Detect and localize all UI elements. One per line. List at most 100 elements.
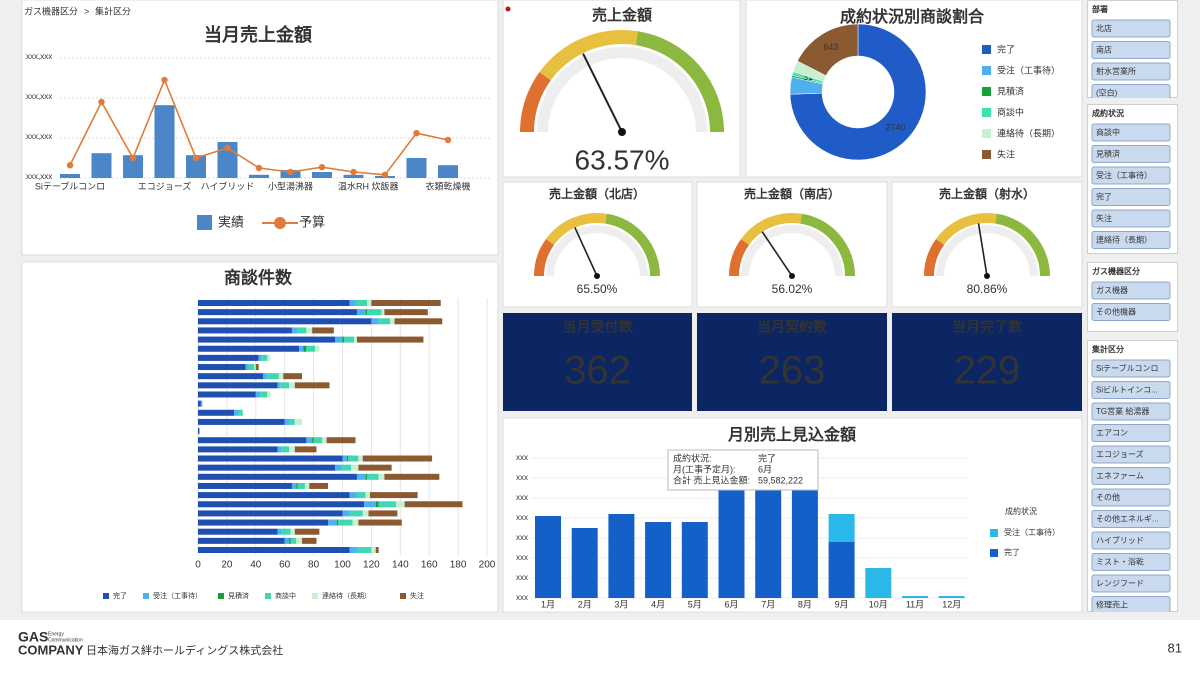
filter-button[interactable] [1091,188,1171,206]
bar-segment [356,473,366,480]
x-tick-label: 9月 [835,599,849,609]
filter-button[interactable] [1091,123,1171,142]
bar-segment [198,537,285,544]
filter-button[interactable] [1091,84,1171,102]
filter-button-label[interactable]: 南店 [1096,45,1112,55]
filter-button[interactable] [1091,596,1171,614]
bar-segment [378,501,396,508]
gauge-band [534,238,555,277]
filter-button[interactable] [1091,231,1171,249]
bar-segment [306,437,313,444]
filter-button[interactable] [1091,510,1171,528]
logo-text: COMPANY [18,642,84,657]
bar-segment [335,464,342,471]
filter-button[interactable] [1091,402,1171,421]
bar-segment [198,373,264,380]
bar-segment [336,519,339,526]
bar-segment [343,336,355,343]
filter-button-label[interactable]: TG営業 給湯器 [1096,406,1149,416]
bar-segment [261,354,268,361]
bar-segment [306,327,313,334]
filter-button[interactable] [1091,488,1171,507]
filter-button[interactable] [1091,445,1171,464]
gauge-inner [536,46,708,133]
filter-button-label[interactable]: 北店 [1096,23,1112,33]
filter-button-label[interactable]: その他エネルギ... [1096,514,1159,524]
legend-swatch [990,549,998,557]
line-point [161,76,168,84]
filter-button-label[interactable]: ミスト・浴乾 [1096,557,1144,567]
filter-button-label[interactable]: 失注 [1096,213,1112,223]
filter-button-label[interactable]: 射水営業所 [1096,66,1136,76]
filter-button-label[interactable]: エネファーム [1096,472,1144,481]
filter-button-label[interactable]: エコジョーズ [1096,449,1144,459]
bar-segment [294,528,320,535]
bar [60,174,80,178]
bar-segment [294,446,317,453]
filter-button-label[interactable]: 商談中 [1096,127,1120,137]
bar-segment [349,300,356,306]
filter-button[interactable] [1091,303,1171,321]
page-number: 81 [1168,640,1182,655]
filter-button[interactable] [1091,574,1171,593]
bar-segment [198,501,365,508]
filter-button[interactable] [1091,281,1171,300]
filter-title: 成約状況 [1092,108,1124,118]
filter-button[interactable] [1091,359,1171,378]
bar-segment [375,547,379,553]
breadcrumb-item[interactable]: ガス機器区分 [24,5,78,16]
x-tick-label: 1月 [541,599,555,609]
filter-button-label[interactable]: 見積済 [1096,149,1120,159]
bar-segment [535,516,561,598]
filter-button[interactable] [1091,145,1171,163]
kpi-title: 当月契約数 [757,319,828,335]
bar-segment [198,391,256,398]
filter-button-label[interactable]: ハイブリッド [1096,535,1144,545]
y-tick-label: xxx,xxx [26,132,52,141]
filter-button-label[interactable]: レンジフード [1096,579,1144,588]
gauge-band [741,213,802,245]
x-tick-label: 20 [221,560,233,571]
filter-button[interactable] [1091,166,1171,185]
bar-segment [198,464,336,471]
filter-button[interactable] [1091,553,1171,571]
bar-segment [198,455,343,462]
bar-segment [281,446,290,453]
filter-button[interactable] [1091,62,1171,81]
sales-panel [21,0,499,256]
filter-button[interactable] [1091,209,1171,228]
filter-button[interactable] [1091,19,1171,38]
filter-button-label[interactable]: (空白) [1096,88,1118,98]
kpi-value: 229 [954,349,1021,393]
bar-segment [349,510,363,517]
filter-button-label[interactable]: 受注（工事待） [1096,170,1152,180]
bar-segment [326,437,356,444]
legend-swatch [312,593,318,599]
filter-button-label[interactable]: Siビルトインコ... [1096,386,1158,395]
filter-button-label[interactable]: その他 [1096,492,1120,502]
filter-button-label[interactable]: 完了 [1096,192,1112,202]
filter-button-label[interactable]: Siテーブルコンロ [1096,363,1158,373]
bar-segment [341,464,352,471]
bar [186,155,206,178]
filter-button-label[interactable]: その他機器 [1096,307,1136,317]
filter-button[interactable] [1091,531,1171,550]
bar-segment [384,473,440,480]
bar-segment [260,391,268,398]
filter-button-label[interactable]: ガス機器 [1096,285,1128,295]
filter-button-label[interactable]: 連絡待（長期） [1096,235,1152,245]
legend-swatch [274,217,286,229]
filter-button[interactable] [1091,467,1171,485]
line-point [129,154,137,162]
legend-swatch [218,593,224,599]
filter-button[interactable] [1091,424,1171,442]
bar-segment [355,300,368,306]
filter-button-label[interactable]: 修理売上 [1096,600,1128,610]
chart-title: 成約状況別商談割合 [840,7,985,26]
filter-button-label[interactable]: エアコン [1096,429,1128,438]
tooltip-text: 月(工事予定月): [673,463,736,474]
filter-button[interactable] [1091,381,1171,399]
filter-button[interactable] [1091,41,1171,59]
gauge-band [800,213,855,277]
